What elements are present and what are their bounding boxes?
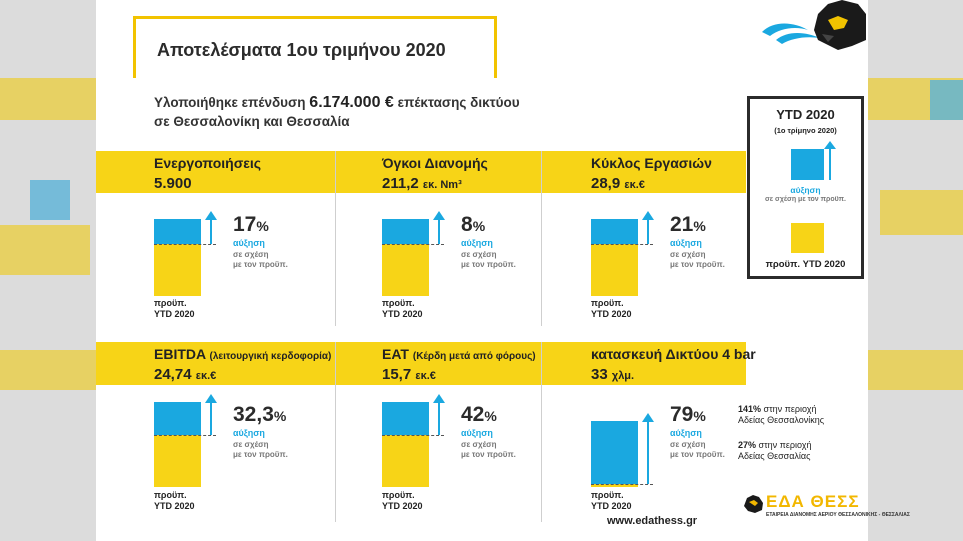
- increase-bar: [154, 219, 201, 244]
- compare-note: σε σχέση με τον προϋπ.: [233, 440, 288, 459]
- title-frame: [133, 16, 497, 78]
- network-note-thessaly: 27% στην περιοχή Αδείας Θεσσαλίας: [738, 440, 812, 461]
- increase-bar: [591, 219, 638, 244]
- budget-label: προϋπ. YTD 2020: [591, 298, 632, 319]
- legend-increase-swatch: [791, 149, 824, 180]
- increase-label: αύξηση: [233, 428, 265, 438]
- increase-label: αύξηση: [233, 238, 265, 248]
- network-note-thessaloniki: 141% στην περιοχή Αδείας Θεσσαλονίκης: [738, 404, 825, 425]
- increase-bar: [591, 421, 638, 487]
- column-divider: [335, 151, 336, 326]
- panel-value-turnover: 28,9 εκ.€: [591, 175, 645, 192]
- header-band-row1: [96, 151, 746, 193]
- legend-box: YTD 2020 (1ο τρίμηνο 2020) αύξηση σε σχέ…: [747, 96, 864, 279]
- infographic-card: [96, 0, 868, 541]
- column-divider: [335, 342, 336, 522]
- backdrop-blue-block: [30, 180, 70, 220]
- budget-line: [382, 435, 444, 436]
- budget-bar: [591, 244, 638, 296]
- increase-percent: 8%: [461, 213, 486, 236]
- budget-line: [154, 244, 216, 245]
- up-arrow-icon: [642, 413, 654, 484]
- intro-text: Υλοποιήθηκε επένδυση 6.174.000 € επέκτασ…: [154, 93, 574, 131]
- up-arrow-icon: [205, 211, 217, 244]
- budget-line: [154, 435, 216, 436]
- company-logo: ΕΔΑ ΘΕΣΣ ΕΤΑΙΡΕΙΑ ΔΙΑΝΟΜΗΣ ΑΕΡΙΟΥ ΘΕΣΣΑΛ…: [742, 492, 910, 522]
- increase-label: αύξηση: [461, 238, 493, 248]
- up-arrow-icon: [205, 394, 217, 435]
- logo-wordmark: ΕΔΑ ΘΕΣΣ: [766, 492, 860, 511]
- increase-percent: 79%: [670, 403, 706, 426]
- increase-percent: 17%: [233, 213, 269, 236]
- intro-amount: 6.174.000 €: [309, 94, 394, 111]
- budget-line: [591, 484, 653, 485]
- column-divider: [541, 151, 542, 326]
- panel-label-activations: Ενεργοποιήσεις: [154, 155, 262, 171]
- budget-label: προϋπ. YTD 2020: [154, 298, 195, 319]
- increase-bar: [382, 219, 429, 244]
- budget-label: προϋπ. YTD 2020: [591, 490, 632, 511]
- budget-bar: [382, 244, 429, 296]
- legend-subtitle: (1ο τρίμηνο 2020): [774, 126, 837, 135]
- budget-bar: [591, 484, 638, 487]
- header-band-row2: [96, 342, 746, 385]
- lion-logo-icon: [744, 495, 763, 513]
- increase-percent: 21%: [670, 213, 706, 236]
- panel-value-ebitda: 24,74 εκ.€: [154, 366, 217, 383]
- increase-percent: 42%: [461, 403, 497, 426]
- legend-budget-label: προϋπ. YTD 2020: [765, 259, 846, 270]
- panel-label-turnover: Κύκλος Εργασιών: [591, 155, 712, 171]
- intro-line1-prefix: Υλοποιήθηκε επένδυση: [154, 95, 306, 110]
- intro-line2: σε Θεσσαλονίκη και Θεσσαλία: [154, 114, 350, 129]
- panel-label-ebitda: EBITDA (λειτουργική κερδοφορία): [154, 346, 332, 362]
- legend-budget-swatch: [791, 223, 824, 253]
- panel-value-distribution-volumes: 211,2 εκ. Nm³: [382, 175, 462, 192]
- budget-line: [591, 244, 653, 245]
- lion-logo-icon: [814, 0, 866, 50]
- budget-bar: [154, 244, 201, 296]
- legend-compare-note: σε σχέση με τον προϋπ.: [765, 196, 846, 203]
- compare-note: σε σχέση με τον προϋπ.: [461, 440, 516, 459]
- increase-percent: 32,3%: [233, 403, 287, 426]
- budget-label: προϋπ. YTD 2020: [382, 490, 423, 511]
- increase-bar: [382, 402, 429, 435]
- panel-label-distribution-volumes: Όγκοι Διανομής: [382, 155, 488, 171]
- increase-label: αύξηση: [670, 238, 702, 248]
- up-arrow-icon: [433, 394, 445, 435]
- column-divider: [541, 342, 542, 522]
- panel-value-network-construction: 33 χλμ.: [591, 366, 635, 383]
- compare-note: σε σχέση με τον προϋπ.: [461, 250, 516, 269]
- panel-value-activations: 5.900: [154, 175, 192, 192]
- website-link[interactable]: www.edathess.gr: [607, 515, 698, 527]
- legend-title: YTD 2020: [776, 107, 835, 122]
- backdrop-yellow-block: [0, 225, 90, 275]
- logo-tagline: ΕΤΑΙΡΕΙΑ ΔΙΑΝΟΜΗΣ ΑΕΡΙΟΥ ΘΕΣΣΑΛΟΝΙΚΗΣ - …: [766, 512, 910, 518]
- panel-label-network-construction: κατασκευή Δικτύου 4 bar: [591, 346, 756, 362]
- up-arrow-icon: [642, 211, 654, 244]
- compare-note: σε σχέση με τον προϋπ.: [670, 440, 725, 459]
- budget-bar: [382, 435, 429, 487]
- up-arrow-icon: [433, 211, 445, 244]
- legend-increase-label: αύξηση: [790, 185, 821, 195]
- panel-label-eat: EAT (Κέρδη μετά από φόρους): [382, 346, 536, 362]
- increase-label: αύξηση: [461, 428, 493, 438]
- budget-label: προϋπ. YTD 2020: [382, 298, 423, 319]
- budget-bar: [154, 435, 201, 487]
- intro-line1-suffix: επέκτασης δικτύου: [397, 95, 520, 110]
- backdrop-blue-block: [930, 80, 963, 120]
- compare-note: σε σχέση με τον προϋπ.: [233, 250, 288, 269]
- budget-line: [382, 244, 444, 245]
- compare-note: σε σχέση με τον προϋπ.: [670, 250, 725, 269]
- backdrop-yellow-block: [880, 190, 963, 235]
- budget-label: προϋπ. YTD 2020: [154, 490, 195, 511]
- page-title: Αποτελέσματα 1ου τριμήνου 2020: [157, 40, 446, 60]
- up-arrow-icon: [824, 141, 836, 180]
- gas-flame-icon: [762, 23, 820, 44]
- panel-value-eat: 15,7 εκ.€: [382, 366, 436, 383]
- increase-bar: [154, 402, 201, 435]
- increase-label: αύξηση: [670, 428, 702, 438]
